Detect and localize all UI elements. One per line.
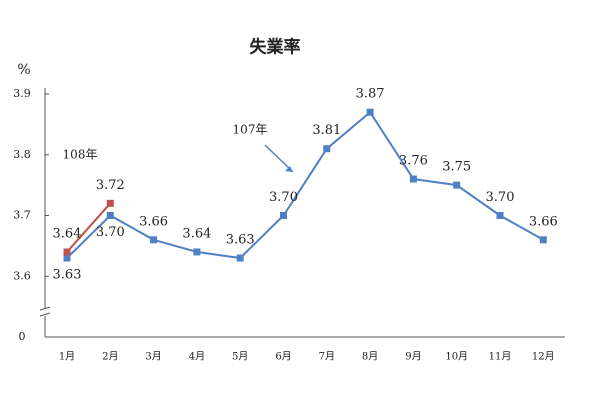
data-label: 3.75 bbox=[442, 160, 471, 175]
point bbox=[496, 212, 504, 219]
point bbox=[539, 236, 547, 244]
x-tick-label: 4月 bbox=[189, 351, 205, 363]
data-label: 3.87 bbox=[356, 87, 385, 102]
y-tick-label: 3.7 bbox=[13, 209, 31, 222]
data-label: 3.66 bbox=[139, 214, 168, 229]
data-label: 3.64 bbox=[53, 226, 82, 241]
y-tick-label: 3.8 bbox=[13, 148, 31, 161]
line bbox=[66, 202, 112, 253]
point bbox=[150, 236, 158, 244]
y-unit: % bbox=[17, 62, 30, 78]
data-label: 3.66 bbox=[529, 214, 558, 229]
data-label: 3.72 bbox=[96, 178, 125, 193]
line bbox=[66, 110, 544, 260]
x-tick-label: 3月 bbox=[145, 351, 161, 363]
y-tick-label: 3.6 bbox=[13, 269, 31, 282]
x-tick-label: 9月 bbox=[405, 351, 421, 363]
x-tick-label: 8月 bbox=[362, 351, 378, 363]
data-label: 3.81 bbox=[312, 123, 341, 138]
point bbox=[63, 254, 71, 262]
point bbox=[236, 254, 244, 262]
x-tick-label: 5月 bbox=[232, 351, 248, 363]
data-label: 3.63 bbox=[53, 268, 82, 283]
axis-break-gap bbox=[40, 308, 50, 316]
data-label: 3.70 bbox=[486, 190, 515, 205]
point bbox=[280, 212, 287, 219]
point bbox=[63, 248, 71, 256]
x-tick-label: 12月 bbox=[532, 351, 555, 363]
x-tick-label: 1月 bbox=[59, 351, 75, 363]
point bbox=[453, 181, 461, 189]
point bbox=[106, 212, 114, 219]
axis-break bbox=[39, 306, 51, 317]
chart-title: 失業率 bbox=[250, 37, 301, 58]
x-tick-label: 2月 bbox=[102, 351, 118, 363]
x-tick-label: 10月 bbox=[445, 351, 468, 363]
y-tick-label: 0 bbox=[19, 330, 26, 343]
series-label: 107年 bbox=[233, 123, 268, 137]
point bbox=[366, 108, 374, 116]
data-label: 3.70 bbox=[96, 225, 125, 240]
point bbox=[106, 199, 114, 207]
data-label: 3.76 bbox=[399, 154, 428, 169]
data-label: 3.70 bbox=[269, 190, 298, 205]
point bbox=[409, 175, 417, 183]
data-label: 3.64 bbox=[182, 226, 211, 241]
point bbox=[193, 248, 201, 256]
annotation-arrowhead bbox=[285, 166, 293, 172]
x-tick-label: 11月 bbox=[489, 351, 512, 363]
x-tick-label: 7月 bbox=[319, 351, 335, 363]
x-tick-label: 6月 bbox=[275, 351, 291, 363]
y-tick-label: 3.9 bbox=[13, 87, 31, 100]
series-label: 108年 bbox=[63, 148, 98, 162]
annotation-arrow bbox=[264, 144, 294, 173]
point bbox=[323, 145, 331, 153]
data-label: 3.63 bbox=[226, 233, 255, 248]
